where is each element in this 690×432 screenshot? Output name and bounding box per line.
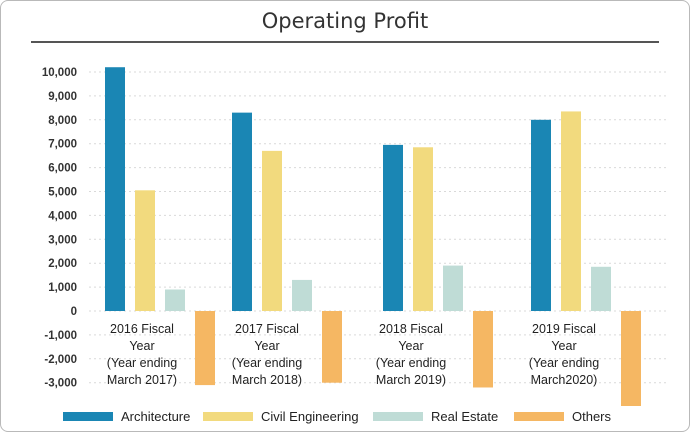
bar-others: [195, 311, 215, 386]
y-tick-label: 8,000: [48, 115, 77, 127]
bar-civil-engineering: [561, 111, 581, 311]
y-tick-label: -3,000: [44, 378, 77, 390]
bar-real-estate: [165, 289, 185, 311]
bar-real-estate: [443, 265, 463, 311]
legend-label: Civil Engineering: [261, 408, 359, 424]
bar-others: [621, 311, 641, 406]
bar-architecture: [105, 67, 125, 311]
legend-swatch: [373, 411, 423, 421]
category-label: 2016 Fiscal Year (Year ending March 2017): [107, 322, 177, 387]
y-tick-label: 9,000: [48, 91, 77, 103]
y-tick-label: 10,000: [42, 67, 77, 79]
bar-others: [322, 311, 342, 383]
bar-architecture: [531, 119, 551, 311]
legend-item: Civil Engineering: [203, 406, 359, 426]
plot-area: 10,000 9,000 8,000 7,000 6,000 5,000 4,000 3,00…: [42, 67, 666, 406]
bar-civil-engineering: [262, 150, 282, 311]
bar-civil-engineering: [135, 190, 155, 311]
legend-item: Real Estate: [373, 406, 498, 426]
legend-label: Architecture: [121, 408, 191, 424]
chart-title: Operating Profit: [261, 9, 429, 33]
legend-swatch: [514, 411, 564, 421]
category-label: 2018 Fiscal Year (Year ending March 2019): [376, 322, 446, 387]
y-tick-label: -2,000: [44, 354, 77, 366]
y-tick-label: 7,000: [48, 139, 77, 151]
legend-swatch: [63, 411, 113, 421]
legend-swatch: [203, 411, 253, 421]
y-tick-label: 4,000: [48, 210, 77, 222]
bar-real-estate: [292, 279, 312, 311]
bar-architecture: [232, 112, 252, 311]
y-tick-label: -1,000: [44, 330, 77, 342]
legend-item: Architecture: [63, 406, 190, 426]
legend-label: Others: [572, 408, 612, 424]
category-label: 2019 Fiscal Year (Year ending March2020): [529, 322, 599, 387]
y-tick-label: 0: [71, 306, 77, 318]
title-rule: [31, 41, 659, 43]
legend-item: Others: [514, 406, 611, 426]
bar-architecture: [383, 144, 403, 311]
y-tick-label: 2,000: [48, 258, 77, 270]
bar-real-estate: [591, 266, 611, 311]
category-label: 2017 Fiscal Year (Year ending March 2018): [232, 322, 302, 387]
y-tick-label: 5,000: [48, 187, 77, 199]
y-tick-label: 1,000: [48, 282, 77, 294]
legend-label: Real Estate: [431, 408, 499, 424]
legend: Architecture Civil Engineering Real Estate…: [1, 406, 689, 426]
y-tick-label: 3,000: [48, 234, 77, 246]
bar-civil-engineering: [413, 147, 433, 311]
bar-others: [473, 311, 493, 388]
y-tick-label: 6,000: [48, 163, 77, 175]
